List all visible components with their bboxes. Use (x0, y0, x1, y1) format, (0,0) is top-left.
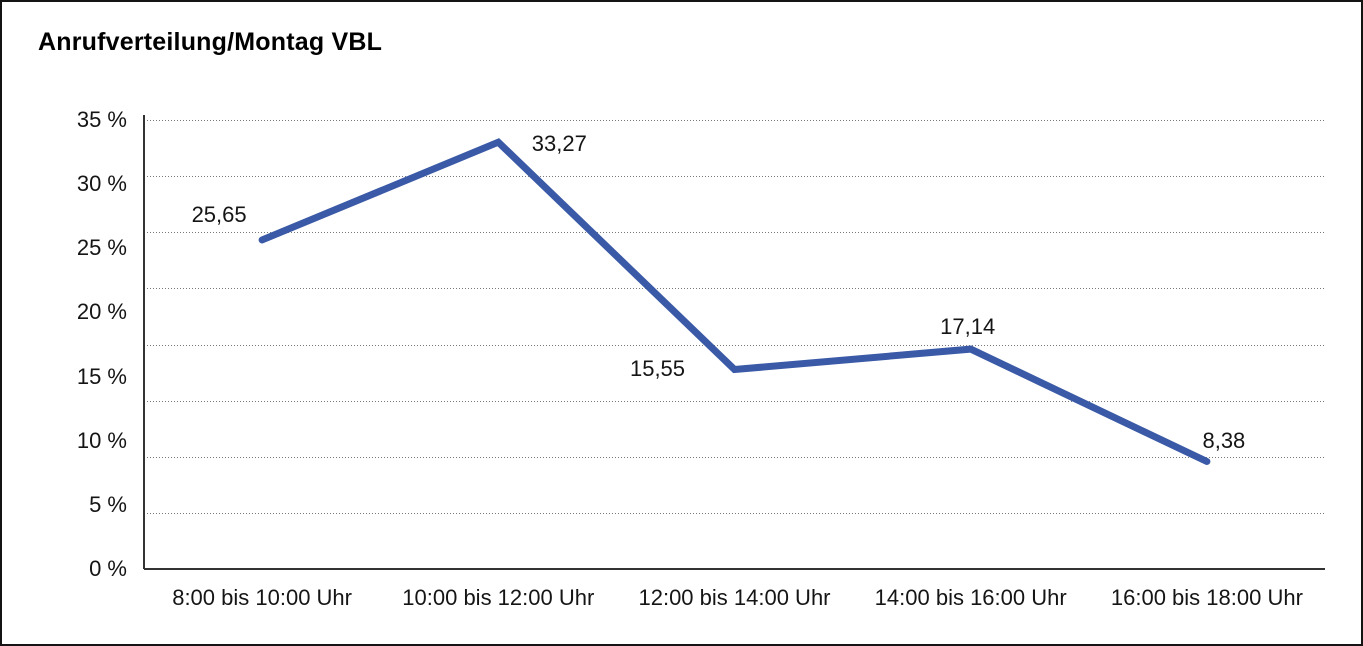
x-axis-category-label: 14:00 bis 16:00 Uhr (874, 585, 1067, 610)
y-axis-tick-label: 30 % (76, 171, 127, 197)
horizontal-gridline (144, 344, 1325, 346)
y-axis-tick-label: 5 % (89, 491, 127, 517)
horizontal-gridline (144, 232, 1325, 234)
data-point-label: 25,65 (191, 201, 247, 227)
y-axis-tick-label: 15 % (76, 363, 127, 389)
data-point-label: 8,38 (1202, 428, 1246, 454)
data-line (258, 138, 1211, 465)
horizontal-gridline (144, 288, 1325, 290)
y-axis-tick-label: 20 % (76, 299, 127, 325)
x-axis-category-label: 16:00 bis 18:00 Uhr (1110, 585, 1303, 610)
horizontal-gridline (144, 456, 1325, 458)
x-axis-category-label: 10:00 bis 12:00 Uhr (402, 585, 595, 610)
data-point-label: 15,55 (629, 355, 686, 381)
horizontal-gridline (144, 400, 1325, 402)
data-point-label: 33,27 (531, 131, 587, 157)
y-axis-tick-label: 35 % (76, 107, 127, 132)
horizontal-gridline (144, 512, 1325, 514)
horizontal-gridline (144, 176, 1325, 178)
horizontal-gridline (144, 120, 1325, 121)
y-axis-line (143, 115, 145, 569)
y-axis-tick-label: 25 % (76, 235, 127, 261)
x-axis-line (144, 568, 1325, 570)
x-axis-category-label: 8:00 bis 10:00 Uhr (172, 585, 352, 610)
x-axis-category-label: 12:00 bis 14:00 Uhr (638, 585, 831, 610)
y-axis-tick-label: 10 % (76, 427, 127, 453)
y-axis-tick-label: 0 % (89, 556, 127, 581)
data-point-label: 17,14 (940, 314, 996, 340)
chart-title: Anrufverteilung/Montag VBL (38, 28, 383, 56)
